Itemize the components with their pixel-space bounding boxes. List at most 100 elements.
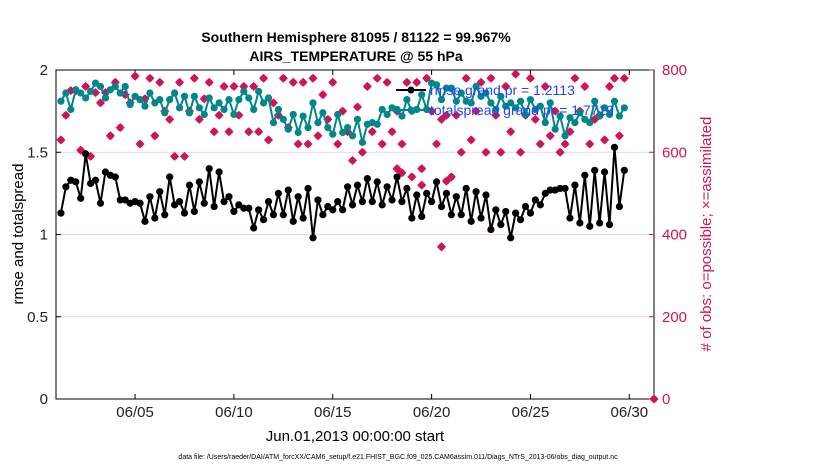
obs-count-marker <box>585 139 595 149</box>
chart-title-line1: Southern Hemisphere 81095 / 81122 = 99.9… <box>201 29 511 45</box>
obs-count-dot <box>447 173 455 181</box>
axes-layer: 06/05 06/10 06/15 06/20 06/25 06/3000.511.520… <box>27 62 687 421</box>
obs-count-dot <box>443 177 450 185</box>
rmse-point <box>294 193 302 201</box>
obs-count-marker <box>318 90 328 100</box>
obs-count-dot <box>546 132 554 140</box>
obs-count-marker <box>298 77 308 87</box>
obs-count-dot <box>309 74 317 82</box>
rmse-point <box>215 168 223 176</box>
totalspread-point <box>284 125 292 133</box>
rmse-point <box>136 199 144 207</box>
obs-count-marker <box>432 139 442 149</box>
totalspread-point <box>240 87 248 95</box>
obs-count-marker <box>501 81 511 91</box>
rmse-point <box>432 178 441 186</box>
obs-count-marker <box>229 81 239 91</box>
rmse-point <box>116 196 124 204</box>
obs-count-marker <box>540 81 550 91</box>
obs-count-dot <box>423 74 431 82</box>
totalspread-point <box>289 110 297 119</box>
totalspread-point <box>200 110 208 119</box>
rmse-point <box>516 216 525 224</box>
obs-count-marker <box>555 147 565 157</box>
rmse-point <box>581 171 589 179</box>
obs-count-marker <box>95 98 106 108</box>
legend: rmse grand pr = 1.2113 totalspread grand… <box>396 82 614 118</box>
x-tick-label: 06/20 <box>413 404 451 421</box>
obs-count-dot <box>156 78 164 86</box>
rmse-point <box>571 181 579 189</box>
totalspread-point <box>383 110 391 119</box>
totalspread-point <box>512 104 520 112</box>
rmse-point <box>111 173 119 181</box>
totalspread-point <box>195 104 203 112</box>
totalspread-point <box>571 119 579 127</box>
rmse-point <box>388 196 396 204</box>
rmse-point <box>462 184 470 193</box>
totalspread-point <box>403 96 411 104</box>
series-layer <box>56 69 659 404</box>
totalspread-point <box>299 112 307 120</box>
obs-count-dot <box>492 111 500 119</box>
totalspread-point <box>546 99 554 107</box>
obs-count-dot <box>220 83 228 90</box>
totalspread-point <box>497 92 505 100</box>
totalspread-point <box>245 94 253 102</box>
rmse-point <box>161 211 169 219</box>
rmse-point <box>156 188 164 196</box>
obs-count-marker <box>150 131 160 141</box>
obs-count-dot <box>512 70 520 78</box>
legend-spread-label: totalspread grand pr = 1.7719 <box>430 102 614 118</box>
obs-count-marker <box>145 73 155 83</box>
obs-count-marker <box>441 110 451 120</box>
totalspread-point <box>373 120 381 128</box>
totalspread-point <box>86 87 95 95</box>
obs-count-dot <box>438 115 445 123</box>
obs-count-marker <box>115 123 125 133</box>
rmse-point <box>146 193 154 201</box>
rmse-point <box>190 207 198 216</box>
totalspread-point <box>220 105 228 114</box>
totalspread-point <box>304 123 312 132</box>
totalspread-point <box>576 109 584 117</box>
x-tick-label: 06/15 <box>314 404 352 421</box>
obs-count-dot <box>457 148 465 156</box>
obs-count-dot <box>230 83 238 90</box>
obs-count-marker <box>511 69 521 79</box>
obs-count-marker <box>570 73 580 83</box>
rmse-point <box>586 222 594 230</box>
obs-count-marker <box>189 73 199 83</box>
obs-count-marker <box>387 127 397 137</box>
obs-count-marker <box>81 81 91 91</box>
totalspread-point <box>314 119 322 127</box>
rmse-point <box>546 186 554 194</box>
obs-count-marker <box>165 114 175 124</box>
totalspread-point <box>62 89 70 97</box>
rmse-point <box>477 214 485 222</box>
totalspread-point <box>67 105 75 114</box>
rmse-point <box>408 214 416 222</box>
totalspread-point <box>274 105 282 114</box>
totalspread-point <box>264 94 273 102</box>
totalspread-point <box>205 94 213 102</box>
obs-count-marker <box>367 127 377 137</box>
obs-count-marker <box>619 73 629 83</box>
rmse-point <box>418 212 426 221</box>
obs-count-dot <box>467 136 475 144</box>
obs-count-dot <box>477 78 485 86</box>
totalspread-point <box>398 112 406 120</box>
obs-count-dot <box>359 148 366 156</box>
totalspread-point <box>353 115 362 123</box>
obs-count-dot <box>650 395 658 403</box>
obs-count-marker <box>194 114 204 124</box>
obs-count-dot <box>240 83 248 90</box>
obs-count-dot <box>482 148 490 156</box>
totalspread-point <box>156 96 164 104</box>
totalspread-point <box>334 110 342 119</box>
obs-count-marker <box>204 77 214 87</box>
totalspread-point <box>526 96 535 104</box>
rmse-point <box>96 199 105 207</box>
rmse-point <box>605 221 614 229</box>
obs-count-marker <box>486 73 496 83</box>
